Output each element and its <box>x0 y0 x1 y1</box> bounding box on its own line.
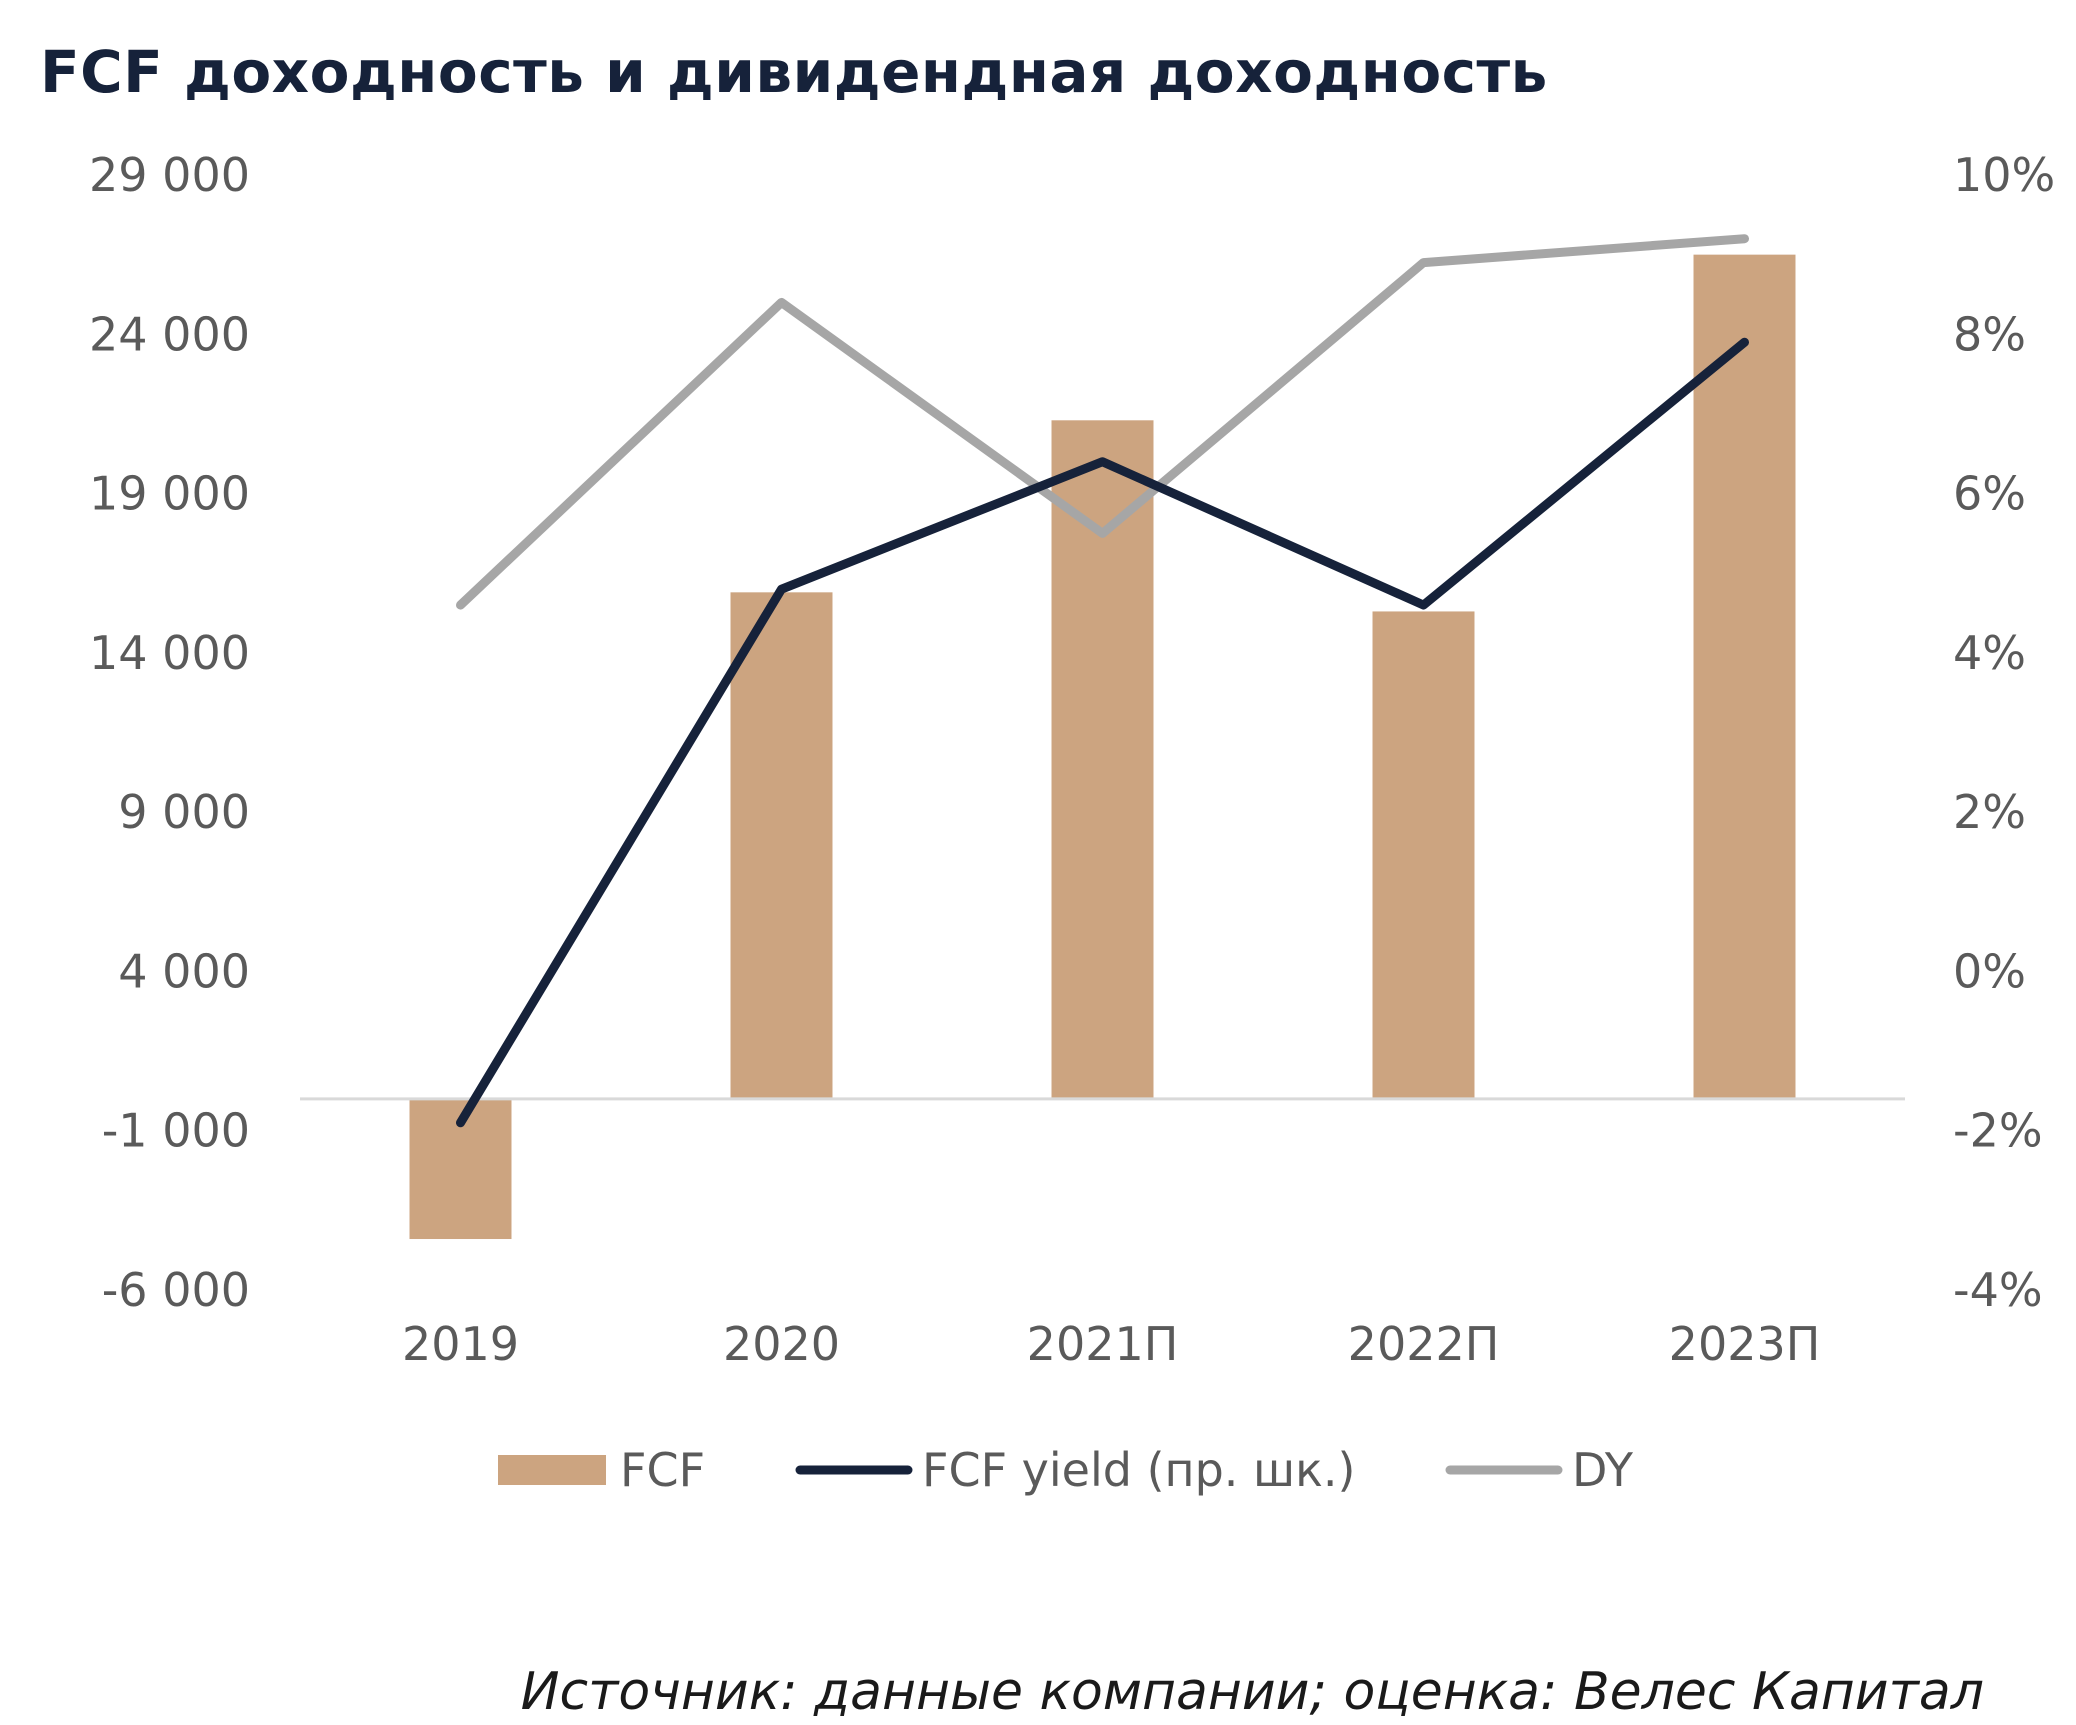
x-tick-label: 2022П <box>1348 1317 1500 1371</box>
y-right-tick-label: 8% <box>1953 307 2026 361</box>
y-left-tick-label: 19 000 <box>89 467 250 521</box>
legend-swatch-fcf <box>498 1455 606 1485</box>
legend: FCF FCF yield (пр. шк.) DY <box>498 1443 1634 1497</box>
source-note: Источник: данные компании; оценка: Велес… <box>520 1662 1984 1722</box>
y-left-tick-label: 9 000 <box>118 785 250 839</box>
y-right-tick-label: 6% <box>1953 467 2026 521</box>
yield-lines <box>456 234 1749 1128</box>
fcf-bars <box>409 254 1796 1240</box>
y-left-tick-label: 4 000 <box>118 944 250 998</box>
y-right-tick-label: 0% <box>1953 944 2026 998</box>
legend-label-fcf: FCF <box>620 1443 705 1497</box>
legend-label-dy: DY <box>1572 1443 1634 1497</box>
fcf-bar <box>730 592 833 1099</box>
x-tick-label: 2019 <box>402 1317 519 1371</box>
y-left-tick-label: -1 000 <box>102 1104 250 1158</box>
x-tick-label: 2023П <box>1669 1317 1821 1371</box>
y-axis-left: 29 000 24 000 19 000 14 000 9 000 4 000 -1 000… <box>89 148 250 1317</box>
y-left-tick-label: -6 000 <box>102 1263 250 1317</box>
y-right-tick-label: 10% <box>1953 148 2055 202</box>
x-tick-label: 2021П <box>1027 1317 1179 1371</box>
fcf-bar <box>1372 611 1475 1099</box>
legend-label-fcf-yield: FCF yield (пр. шк.) <box>922 1443 1355 1497</box>
y-left-tick-label: 14 000 <box>89 626 250 680</box>
x-tick-label: 2020 <box>723 1317 840 1371</box>
y-left-tick-label: 29 000 <box>89 148 250 202</box>
dy-line <box>456 234 1749 610</box>
fcf-bar <box>1051 420 1154 1099</box>
y-axis-right: 10% 8% 6% 4% 2% 0% -2% -4% <box>1953 148 2055 1317</box>
y-right-tick-label: 2% <box>1953 785 2026 839</box>
x-axis: 2019 2020 2021П 2022П 2023П <box>402 1317 1820 1371</box>
fcf-yield-line <box>456 337 1749 1128</box>
y-right-tick-label: 4% <box>1953 626 2026 680</box>
y-right-tick-label: -4% <box>1953 1263 2043 1317</box>
y-right-tick-label: -2% <box>1953 1104 2043 1158</box>
fcf-bar <box>1693 254 1796 1099</box>
chart-title: FCF доходность и дивидендная доходность <box>40 38 1548 106</box>
y-left-tick-label: 24 000 <box>89 307 250 361</box>
